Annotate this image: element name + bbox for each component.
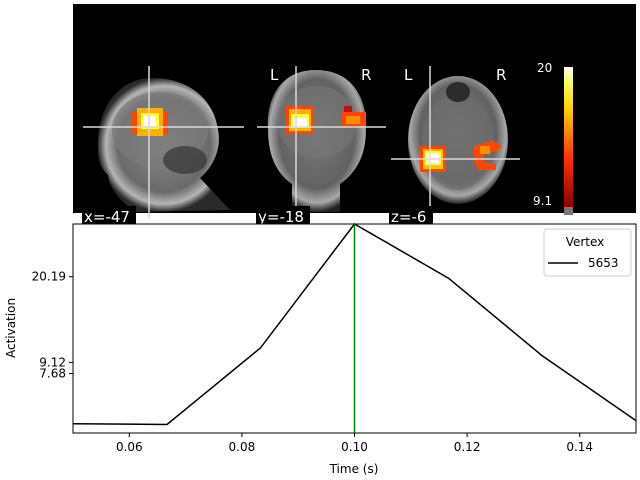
plot-marks: 0.06 0.08 0.10 0.12 0.14 7.689.12 20.19 bbox=[32, 223, 637, 454]
x-tick-label-2: 0.10 bbox=[341, 440, 368, 454]
sagittal-activation bbox=[132, 108, 168, 136]
y-axis-label: Activation bbox=[4, 298, 18, 358]
y-tick-label-1: 9.12 bbox=[39, 355, 66, 369]
legend-entry-label: 5653 bbox=[588, 256, 619, 270]
colorbar-below-threshold bbox=[564, 207, 573, 215]
colorbar-gradient bbox=[564, 67, 573, 207]
sagittal-view: x=-47 bbox=[82, 66, 244, 226]
axial-eye-region bbox=[446, 82, 470, 102]
colorbar-min-label: 9.1 bbox=[533, 194, 552, 208]
axial-brain bbox=[422, 94, 494, 190]
axial-coord-label: z=-6 bbox=[391, 208, 426, 226]
axial-left-label: L bbox=[404, 66, 413, 84]
legend-box bbox=[543, 228, 632, 277]
axial-view: L R z=-6 bbox=[389, 66, 520, 226]
x-tick-label-0: 0.06 bbox=[116, 440, 143, 454]
x-tick-label-1: 0.08 bbox=[229, 440, 256, 454]
sagittal-cerebellum bbox=[163, 146, 207, 174]
x-tick-label-3: 0.12 bbox=[454, 440, 481, 454]
legend: Vertex 5653 bbox=[543, 228, 632, 277]
y-tick-label-0: 7.68 bbox=[39, 367, 66, 381]
x-tick-label-4: 0.14 bbox=[566, 440, 593, 454]
colorbar: 20 9.1 bbox=[533, 61, 573, 215]
coronal-label-box bbox=[256, 206, 310, 226]
legend-title: Vertex bbox=[566, 235, 605, 249]
brain-panel: x=-47 L R y=-18 bbox=[73, 4, 636, 226]
timecourse-plot: 0.06 0.08 0.10 0.12 0.14 7.689.12 20.19 Time (… bbox=[4, 223, 637, 476]
coronal-view: L R y=-18 bbox=[256, 66, 386, 226]
x-axis-label: Time (s) bbox=[329, 462, 379, 476]
coronal-activation bbox=[286, 106, 366, 134]
sagittal-label-box bbox=[82, 206, 136, 226]
coronal-brain bbox=[277, 86, 357, 158]
sagittal-coord-label: x=-47 bbox=[84, 208, 130, 226]
y-tick-label-2: 20.19 bbox=[32, 270, 66, 284]
coronal-right-label: R bbox=[361, 66, 371, 84]
colorbar-max-label: 20 bbox=[537, 61, 552, 75]
coronal-coord-label: y=-18 bbox=[258, 208, 304, 226]
coronal-left-label: L bbox=[270, 66, 279, 84]
axial-right-label: R bbox=[496, 66, 506, 84]
axial-label-box bbox=[389, 206, 433, 226]
